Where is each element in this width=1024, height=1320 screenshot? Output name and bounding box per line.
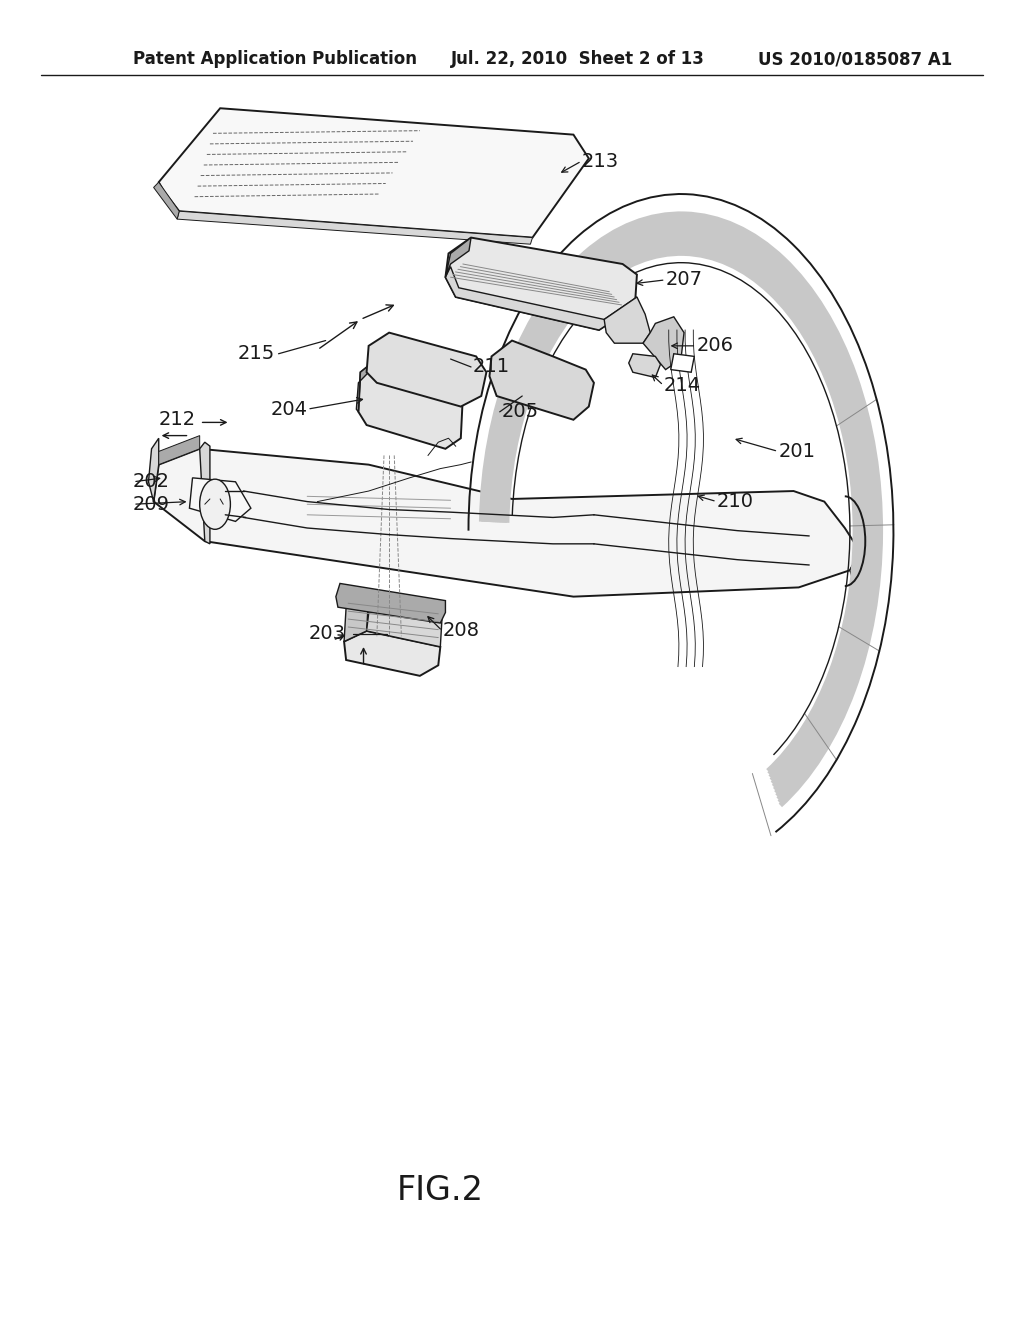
Text: Patent Application Publication: Patent Application Publication (133, 50, 417, 69)
Text: 206: 206 (696, 337, 733, 355)
Polygon shape (177, 211, 532, 244)
Text: 203: 203 (309, 624, 346, 643)
Text: 209: 209 (133, 495, 170, 513)
Text: 212: 212 (159, 411, 196, 429)
Polygon shape (445, 267, 637, 330)
Text: 213: 213 (582, 152, 618, 170)
Text: 210: 210 (717, 492, 754, 511)
Polygon shape (671, 354, 694, 372)
Polygon shape (489, 341, 594, 420)
Text: 208: 208 (442, 622, 479, 640)
Text: 215: 215 (238, 345, 274, 363)
Polygon shape (367, 597, 442, 647)
Text: 204: 204 (270, 400, 307, 418)
Ellipse shape (200, 479, 230, 529)
Text: 202: 202 (133, 473, 170, 491)
Polygon shape (154, 182, 179, 219)
Polygon shape (154, 449, 860, 597)
Text: US 2010/0185087 A1: US 2010/0185087 A1 (758, 50, 952, 69)
Polygon shape (629, 354, 660, 378)
Polygon shape (445, 238, 471, 277)
Text: 205: 205 (502, 403, 539, 421)
Polygon shape (159, 436, 200, 465)
Polygon shape (604, 297, 650, 343)
Polygon shape (367, 333, 486, 407)
Text: FIG.2: FIG.2 (397, 1175, 483, 1206)
Text: 211: 211 (473, 358, 510, 376)
Text: 201: 201 (778, 442, 815, 461)
Polygon shape (643, 317, 684, 370)
Polygon shape (445, 238, 637, 330)
Polygon shape (189, 478, 251, 521)
Polygon shape (200, 442, 210, 544)
Polygon shape (344, 631, 440, 676)
Text: 207: 207 (666, 271, 702, 289)
Text: 214: 214 (664, 376, 700, 395)
Polygon shape (148, 438, 159, 502)
Polygon shape (356, 359, 377, 412)
Polygon shape (336, 583, 445, 623)
Polygon shape (159, 108, 589, 238)
Polygon shape (850, 552, 862, 587)
Polygon shape (358, 359, 463, 449)
Polygon shape (344, 597, 369, 642)
Text: Jul. 22, 2010  Sheet 2 of 13: Jul. 22, 2010 Sheet 2 of 13 (451, 50, 705, 69)
